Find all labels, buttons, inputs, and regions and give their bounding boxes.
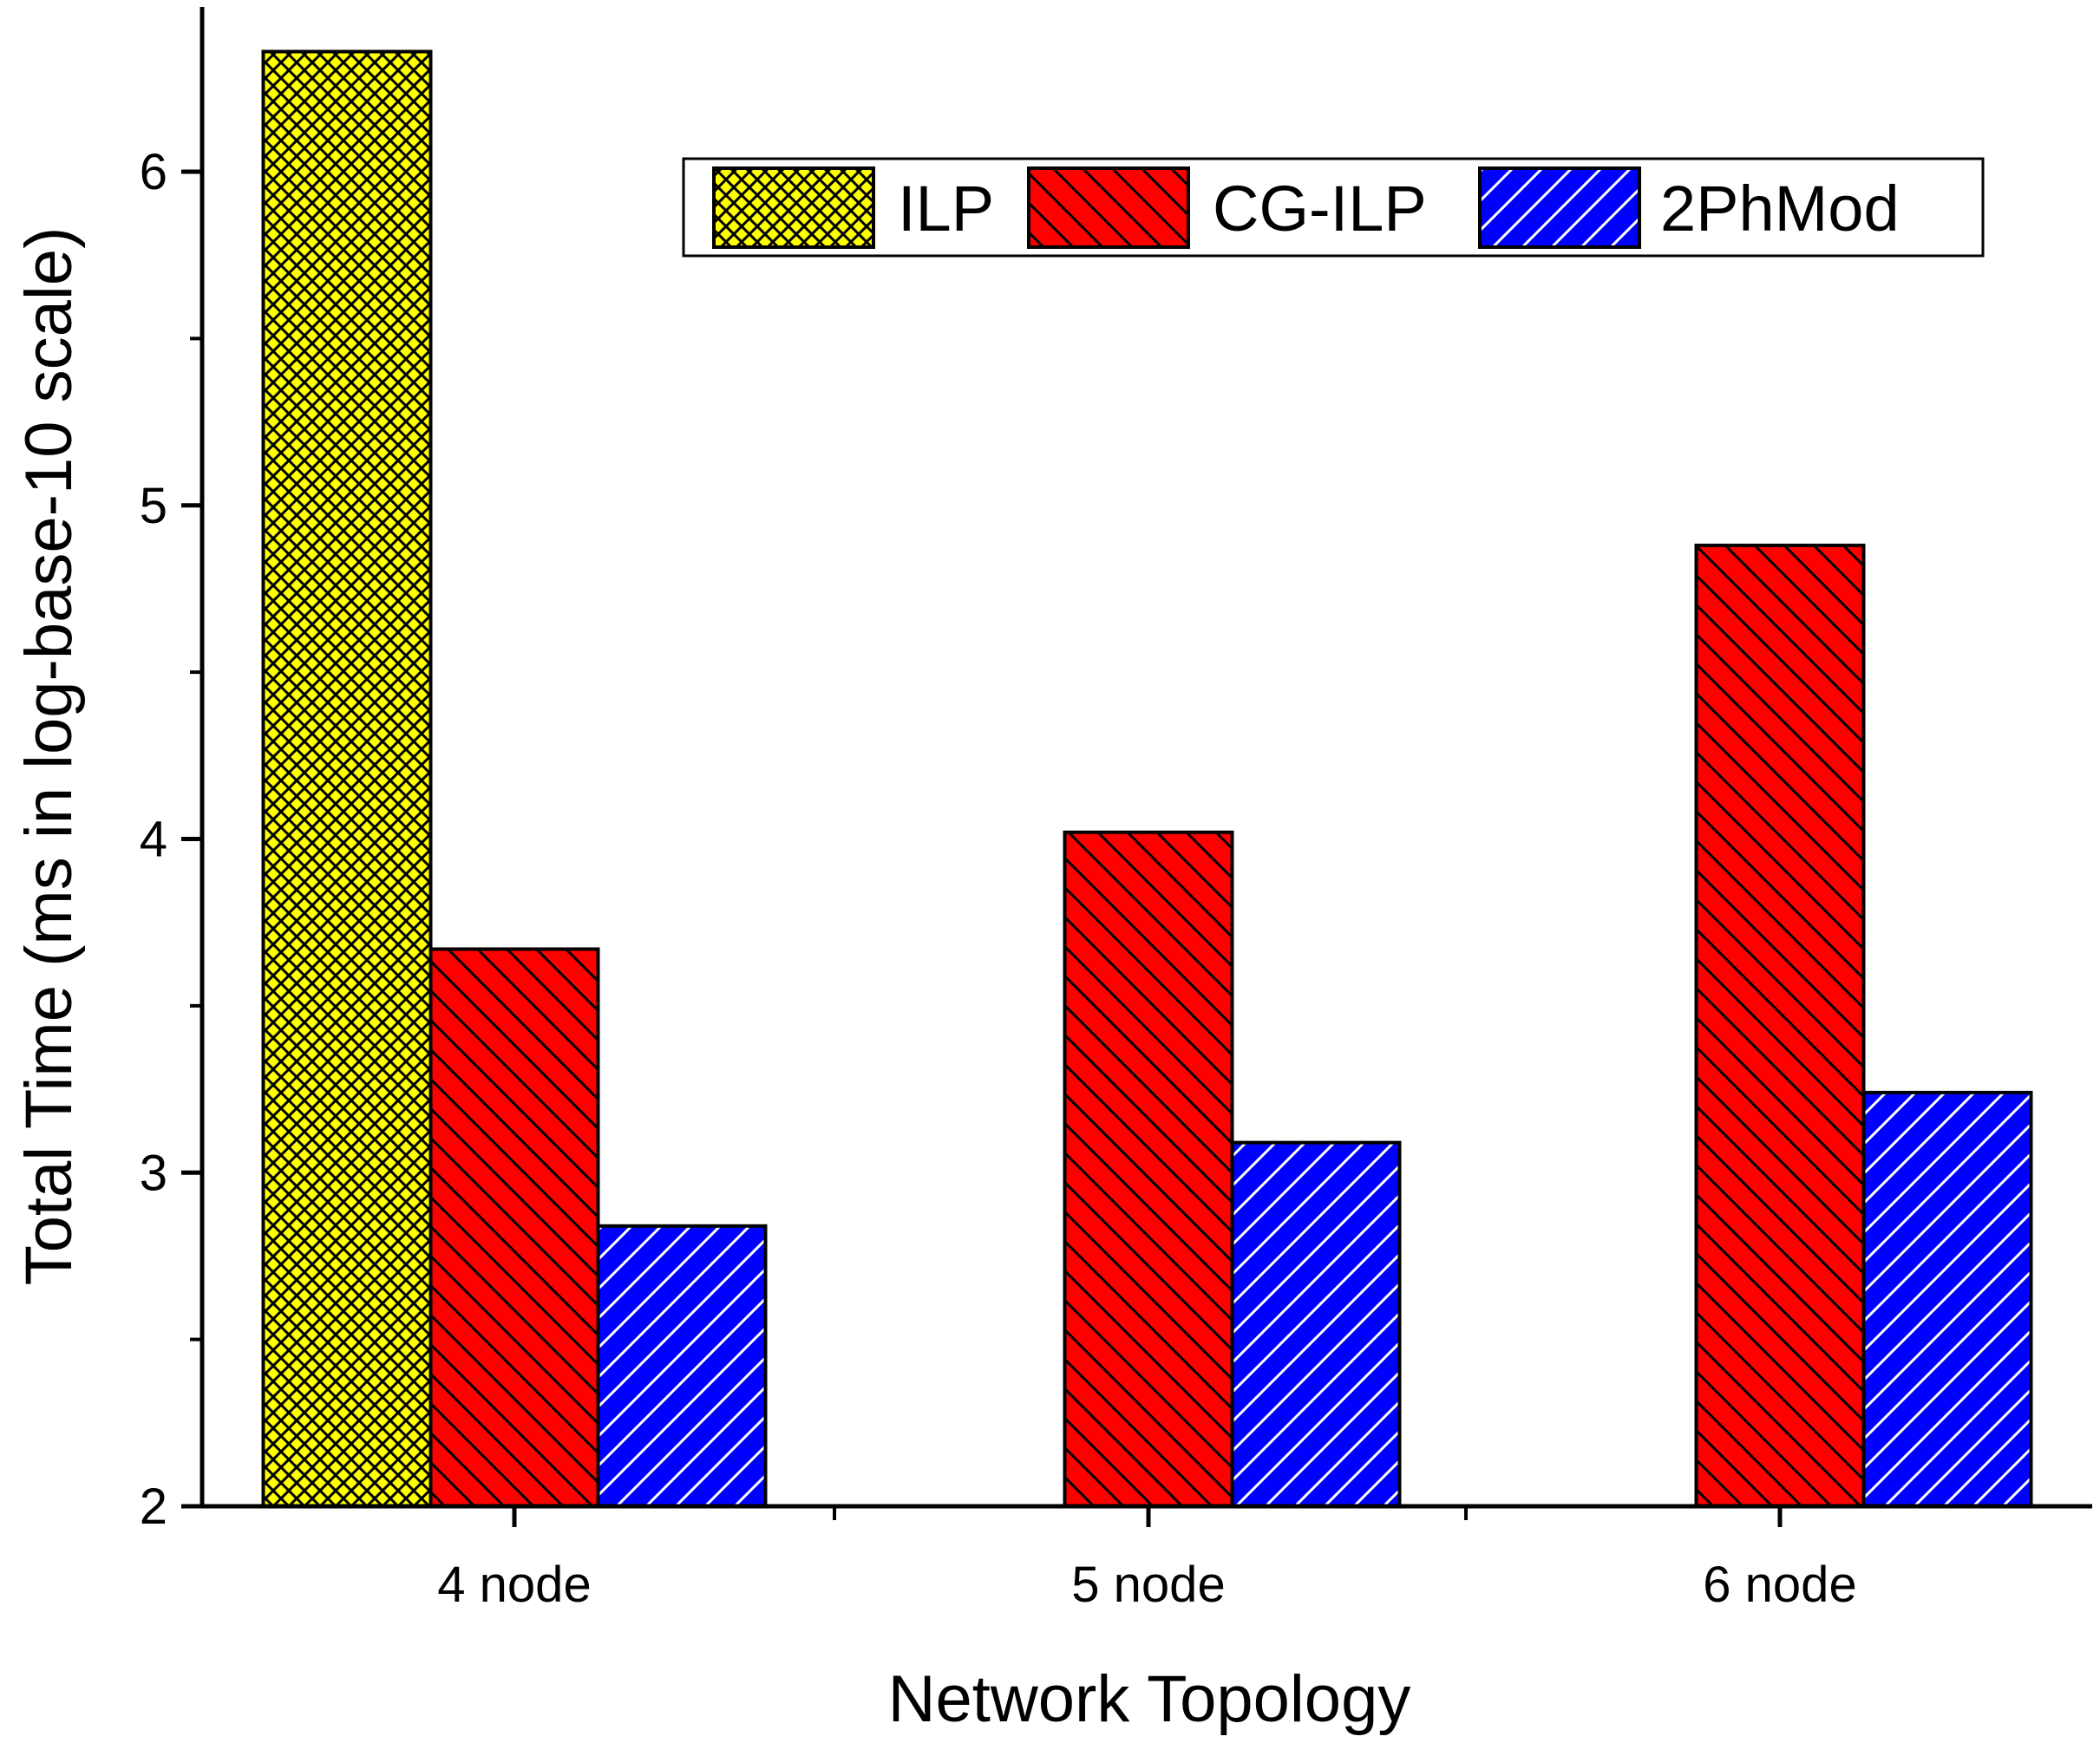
y-axis-label: Total Time (ms in log-base-10 scale): [12, 227, 86, 1286]
bar-cg-ilp-4-node: [429, 947, 600, 1508]
x-tick-label-5-node: 5 node: [1071, 1557, 1225, 1613]
y-tick-label-2: 2: [140, 1479, 167, 1535]
y-tick-label-6: 6: [140, 144, 167, 200]
legend-label-ilp: ILP: [898, 173, 994, 245]
bar-2phmod-6-node: [1861, 1090, 2033, 1509]
y-tick-label-3: 3: [140, 1145, 167, 1201]
bar-cg-ilp-5-node: [1063, 830, 1234, 1508]
bar-2phmod-5-node: [1230, 1140, 1402, 1509]
x-tick-label-4-node: 4 node: [437, 1557, 591, 1613]
legend-label-cg-ilp: CG-ILP: [1213, 173, 1427, 245]
bar-cg-ilp-6-node: [1694, 543, 1866, 1508]
bar-2phmod-4-node: [596, 1224, 768, 1509]
legend-swatch-2phmod: [1478, 166, 1641, 249]
bars-layer: [261, 49, 2033, 1509]
x-tick-label-6-node: 6 node: [1703, 1557, 1856, 1613]
y-ticks: 2 3 4 5 6: [140, 144, 202, 1535]
legend-frame: [682, 157, 1985, 258]
legend-swatch-ilp: [712, 166, 875, 249]
y-tick-label-4: 4: [140, 812, 167, 868]
y-tick-label-5: 5: [140, 478, 167, 534]
bar-ilp-4-node: [261, 49, 433, 1509]
legend: ILP CG-ILP 2PhMod: [682, 157, 1985, 258]
x-ticks: 4 node 5 node 6 node: [437, 1506, 1857, 1613]
legend-swatch-cg-ilp: [1027, 166, 1190, 249]
legend-label-2phmod: 2PhMod: [1660, 173, 1900, 245]
x-axis-label: Network Topology: [888, 1662, 1411, 1736]
